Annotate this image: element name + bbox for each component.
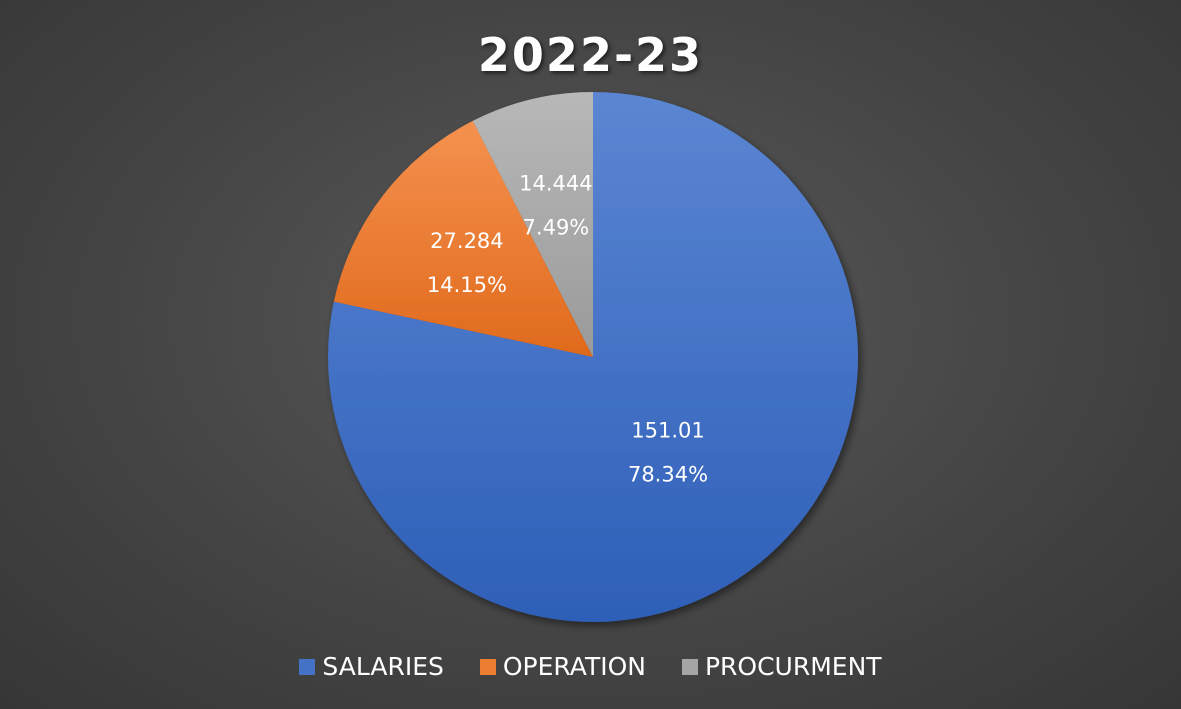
value-label-salaries: 151.01 (631, 419, 704, 443)
pie-slice-operation[interactable] (333, 120, 593, 357)
legend-item-procurment[interactable]: PROCURMENT (681, 652, 882, 681)
legend-label-operation: OPERATION (502, 652, 646, 681)
chart-title: 2022-23 (477, 28, 704, 82)
legend-swatch-salaries (299, 658, 316, 675)
legend-label-procurment: PROCURMENT (704, 652, 882, 681)
value-label-operation: 27.284 (430, 229, 503, 253)
percent-label-operation: 14.15% (427, 273, 507, 297)
value-label-procurment: 14.444 (519, 171, 592, 195)
legend: SALARIES OPERATION PROCURMENT (0, 652, 1181, 681)
legend-item-operation[interactable]: OPERATION (479, 652, 646, 681)
legend-label-salaries: SALARIES (322, 652, 444, 681)
percent-label-procurment: 7.49% (523, 215, 590, 239)
legend-item-salaries[interactable]: SALARIES (299, 652, 444, 681)
percent-label-salaries: 78.34% (628, 463, 708, 487)
legend-swatch-operation (479, 658, 496, 675)
pie-slice-salaries[interactable] (327, 92, 859, 623)
pie-slice-procurment[interactable] (472, 92, 593, 357)
legend-swatch-procurment (681, 658, 698, 675)
